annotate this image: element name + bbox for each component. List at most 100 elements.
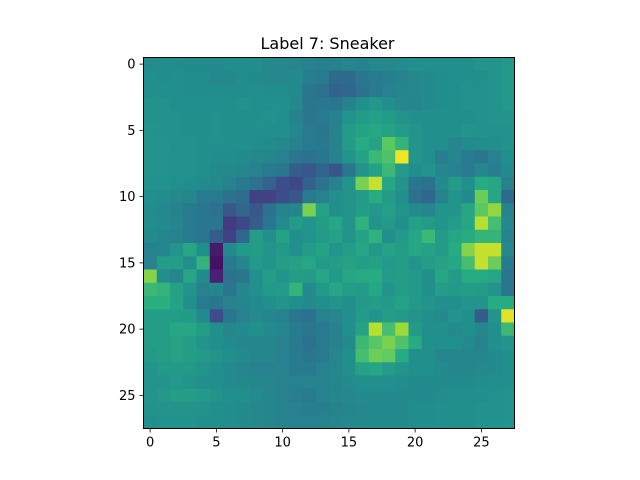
heatmap-cell <box>421 123 436 138</box>
heatmap-cell <box>302 256 317 270</box>
heatmap-cell <box>488 84 502 98</box>
heatmap-cell <box>289 375 303 390</box>
heatmap-cell <box>196 375 211 390</box>
heatmap-cell <box>315 97 330 111</box>
heatmap-cell <box>143 176 158 191</box>
heatmap-cell <box>382 269 396 284</box>
heatmap-cell <box>196 57 211 72</box>
heatmap-cell <box>289 322 303 337</box>
heatmap-cell <box>421 282 436 297</box>
heatmap-cell <box>368 282 383 297</box>
heatmap-cell <box>461 97 476 111</box>
heatmap-cell <box>289 309 303 323</box>
heatmap-cell <box>236 150 250 164</box>
heatmap-cell <box>196 269 211 284</box>
heatmap-cell <box>355 322 370 337</box>
heatmap-cell <box>302 415 317 429</box>
heatmap-cell <box>355 70 370 85</box>
heatmap-cell <box>368 349 383 363</box>
heatmap-cell <box>342 415 356 429</box>
heatmap-cell <box>289 97 303 111</box>
heatmap-cell <box>355 163 370 178</box>
heatmap-cell <box>302 388 317 403</box>
heatmap-cell <box>421 203 436 217</box>
heatmap-cell <box>289 335 303 350</box>
heatmap-cell <box>315 123 330 138</box>
heatmap-cell <box>408 375 423 390</box>
heatmap-cell <box>342 256 356 270</box>
heatmap-cell <box>435 243 449 257</box>
heatmap-cell <box>408 282 423 297</box>
heatmap-cell <box>170 375 184 390</box>
heatmap-cell <box>342 388 356 403</box>
heatmap-cell <box>408 335 423 350</box>
heatmap-cell <box>408 110 423 125</box>
heatmap-cell <box>395 176 409 191</box>
heatmap-cell <box>408 362 423 376</box>
heatmap-cell <box>183 137 197 151</box>
heatmap-cell <box>289 362 303 376</box>
heatmap-cell <box>329 296 343 310</box>
heatmap-cell <box>143 415 158 429</box>
heatmap-cell <box>395 296 409 310</box>
heatmap-cell <box>156 322 171 337</box>
heatmap-cell <box>382 123 396 138</box>
heatmap-cell <box>368 243 383 257</box>
heatmap-cell <box>209 150 224 164</box>
heatmap-cell <box>143 349 158 363</box>
heatmap-cell <box>474 335 489 350</box>
heatmap-cell <box>249 256 264 270</box>
heatmap-cell <box>329 110 343 125</box>
heatmap-cell <box>143 229 158 244</box>
heatmap-cell <box>342 190 356 204</box>
heatmap-cell <box>435 309 449 323</box>
heatmap-cell <box>196 123 211 138</box>
heatmap-cell <box>342 402 356 416</box>
heatmap-cell <box>488 176 502 191</box>
heatmap-cell <box>435 176 449 191</box>
heatmap-cell <box>249 216 264 231</box>
heatmap-cell <box>156 203 171 217</box>
heatmap-cell <box>302 150 317 164</box>
y-tick-label: 5 <box>127 124 135 139</box>
heatmap-cell <box>143 243 158 257</box>
heatmap-cell <box>302 402 317 416</box>
heatmap-cell <box>448 296 462 310</box>
heatmap-cell <box>183 70 197 85</box>
heatmap-cell <box>395 256 409 270</box>
heatmap-cell <box>408 402 423 416</box>
heatmap-cell <box>435 229 449 244</box>
heatmap-cell <box>183 176 197 191</box>
heatmap-cell <box>315 84 330 98</box>
heatmap-cell <box>196 150 211 164</box>
heatmap-cell <box>421 229 436 244</box>
heatmap-cell <box>435 97 449 111</box>
heatmap-cell <box>170 97 184 111</box>
heatmap-cell <box>448 402 462 416</box>
heatmap-cell <box>435 402 449 416</box>
heatmap-cell <box>302 70 317 85</box>
heatmap-cell <box>501 402 515 416</box>
heatmap-cell <box>488 296 502 310</box>
heatmap-cell <box>382 97 396 111</box>
heatmap-cell <box>170 388 184 403</box>
heatmap-cell <box>183 349 197 363</box>
heatmap-cell <box>289 150 303 164</box>
heatmap-cell <box>382 203 396 217</box>
heatmap-cell <box>249 296 264 310</box>
heatmap-cell <box>156 216 171 231</box>
heatmap-cell <box>501 84 515 98</box>
heatmap-cell <box>448 70 462 85</box>
heatmap-cell <box>236 402 250 416</box>
heatmap-cell <box>236 137 250 151</box>
heatmap-cell <box>170 57 184 72</box>
heatmap-cell <box>355 362 370 376</box>
heatmap-cell <box>368 110 383 125</box>
heatmap-cell <box>209 216 224 231</box>
heatmap-cell <box>156 269 171 284</box>
heatmap-cell <box>368 190 383 204</box>
heatmap-cell <box>170 269 184 284</box>
heatmap-cell <box>342 70 356 85</box>
heatmap-cell <box>262 150 277 164</box>
heatmap-cell <box>236 123 250 138</box>
